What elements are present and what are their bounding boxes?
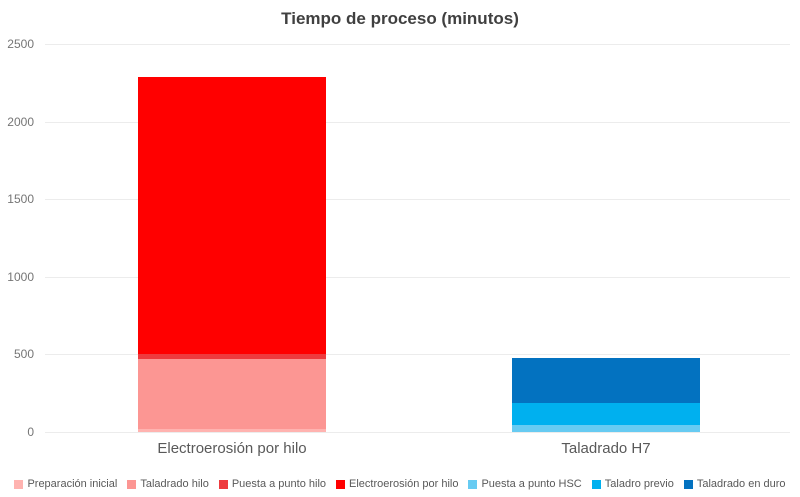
bar-taladrado-h7 xyxy=(512,357,700,432)
legend-item: Electroerosión por hilo xyxy=(336,478,458,490)
legend-item: Puesta a punto HSC xyxy=(468,478,582,490)
legend-label: Preparación inicial xyxy=(27,478,118,490)
legend-item: Preparación inicial xyxy=(14,478,117,490)
y-tick-label: 1000 xyxy=(7,269,34,284)
legend-label: Electroerosión por hilo xyxy=(349,478,459,490)
gridline-y-1500 xyxy=(45,199,790,201)
legend-item: Taladrado en duro xyxy=(683,478,786,490)
bar-electroerosion xyxy=(138,76,326,432)
y-tick-label: 500 xyxy=(13,347,34,362)
gridline-y-0 xyxy=(45,432,790,433)
legend-item: Taladrado hilo xyxy=(127,478,209,490)
legend-label: Taladrado en duro xyxy=(696,478,786,490)
legend-item: Puesta a punto hilo xyxy=(218,478,327,490)
bar-segment xyxy=(512,402,700,426)
gridline-y-2500 xyxy=(45,44,790,45)
bar-segment xyxy=(512,425,700,432)
chart-title: Tiempo de proceso (minutos) xyxy=(281,9,519,28)
legend-label: Taladro previo xyxy=(604,478,674,490)
legend-swatch-icon xyxy=(468,479,478,489)
legend-swatch-icon xyxy=(591,479,601,489)
legend-swatch-icon xyxy=(14,479,24,489)
legend-label: Puesta a punto HSC xyxy=(481,478,582,490)
bar-segment xyxy=(138,354,326,360)
legend-label: Taladrado hilo xyxy=(140,478,209,490)
y-tick-label: 1500 xyxy=(7,192,34,207)
legend-item: Taladro previo xyxy=(591,478,674,490)
legend-label: Puesta a punto hilo xyxy=(231,478,327,490)
y-tick-label: 0 xyxy=(27,425,34,439)
legend-swatch-icon xyxy=(127,479,137,489)
bar-segment xyxy=(138,428,326,432)
legend-swatch-icon xyxy=(218,479,228,489)
x-category-label: Electroerosión por hilo xyxy=(157,440,307,457)
gridline-y-500 xyxy=(45,354,790,356)
bar-segment xyxy=(138,76,326,355)
bar-segment xyxy=(138,359,326,429)
legend-swatch-icon xyxy=(336,479,346,489)
x-category-label: Taladrado H7 xyxy=(561,440,651,457)
plot-area xyxy=(45,44,793,433)
y-tick-label: 2500 xyxy=(7,37,34,51)
legend: Preparación inicial Taladrado hilo Puesta … xyxy=(0,478,800,490)
gridline-y-1000 xyxy=(45,276,790,278)
legend-swatch-icon xyxy=(683,479,693,489)
gridline-y-2000 xyxy=(45,121,790,123)
bar-segment xyxy=(512,357,700,403)
y-tick-label: 2000 xyxy=(7,114,34,129)
